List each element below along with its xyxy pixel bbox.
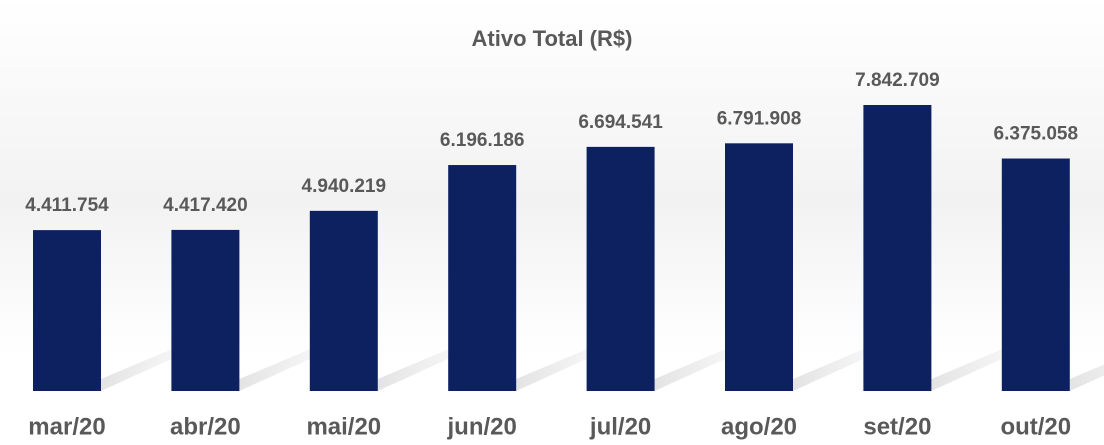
data-label: 6.694.541 [578, 112, 663, 133]
bar [725, 143, 793, 391]
x-tick-label: jul/20 [589, 413, 651, 440]
x-tick-label: set/20 [863, 413, 931, 440]
bar-shadow [1069, 364, 1104, 391]
bar [33, 230, 101, 391]
bar [586, 146, 655, 391]
data-label: 6.791.908 [717, 108, 802, 129]
chart-title: Ativo Total (R$) [472, 26, 633, 51]
x-tick-label: out/20 [1000, 413, 1071, 440]
data-label: 6.375.058 [994, 124, 1079, 145]
x-tick-label: mar/20 [28, 413, 105, 440]
x-tick-label: jun/20 [447, 413, 517, 440]
data-label: 7.842.709 [855, 70, 940, 91]
bar [863, 105, 932, 391]
data-label: 4.417.420 [163, 195, 248, 216]
x-tick-label: mai/20 [306, 413, 381, 440]
data-label: 6.196.186 [440, 130, 525, 151]
data-label: 4.940.219 [302, 176, 387, 197]
bar [171, 229, 240, 391]
x-tick-label: ago/20 [721, 413, 797, 440]
data-label: 4.411.754 [25, 195, 109, 216]
bar [309, 210, 378, 391]
bar [448, 165, 517, 391]
bar [1001, 158, 1070, 391]
x-tick-label: abr/20 [170, 413, 241, 440]
